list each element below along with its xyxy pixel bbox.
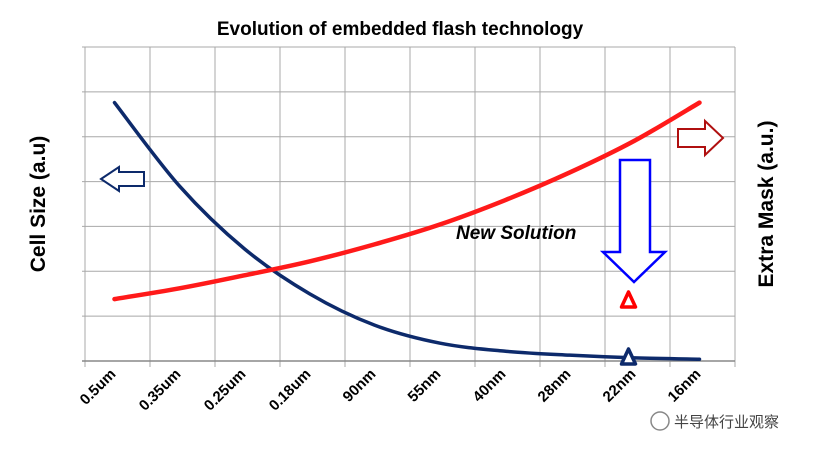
watermark: 半导体行业观察 [650,411,779,431]
x-tick-label: 28nm [535,366,575,406]
x-tick-label: 0.18um [266,366,315,415]
x-tick-label: 40nm [470,366,510,406]
right-arrow-icon [677,118,725,158]
y-axis-label: Cell Size (a.u) [27,136,50,273]
x-tick-label: 55nm [405,366,445,406]
series-group [112,100,702,361]
x-tick-label: 22nm [600,366,640,406]
triangle-marker [619,290,638,309]
down-arrow-icon [599,158,669,284]
series-line-1 [112,100,702,361]
new-solution-label: New Solution [456,223,576,244]
x-tick-label: 90nm [340,366,380,406]
watermark-text: 半导体行业观察 [674,413,779,431]
triangle-marker [619,347,638,366]
x-tick-label: 0.35um [136,366,185,415]
y2-axis-label: Extra Mask (a.u.) [755,121,778,288]
x-tick-label: 0.25um [201,366,250,415]
x-tick-label: 16nm [665,366,705,406]
markers-group [619,290,638,366]
chart-title: Evolution of embedded flash technology [217,19,584,40]
x-tick-label: 0.5um [77,366,120,409]
wechat-icon [650,411,670,431]
x-tick-labels: 0.5um 0.35um 0.25um 0.18um 90nm 55nm 40nm 28nm 2… [77,366,705,415]
left-arrow-icon [99,165,145,193]
series-line-2 [112,100,702,302]
